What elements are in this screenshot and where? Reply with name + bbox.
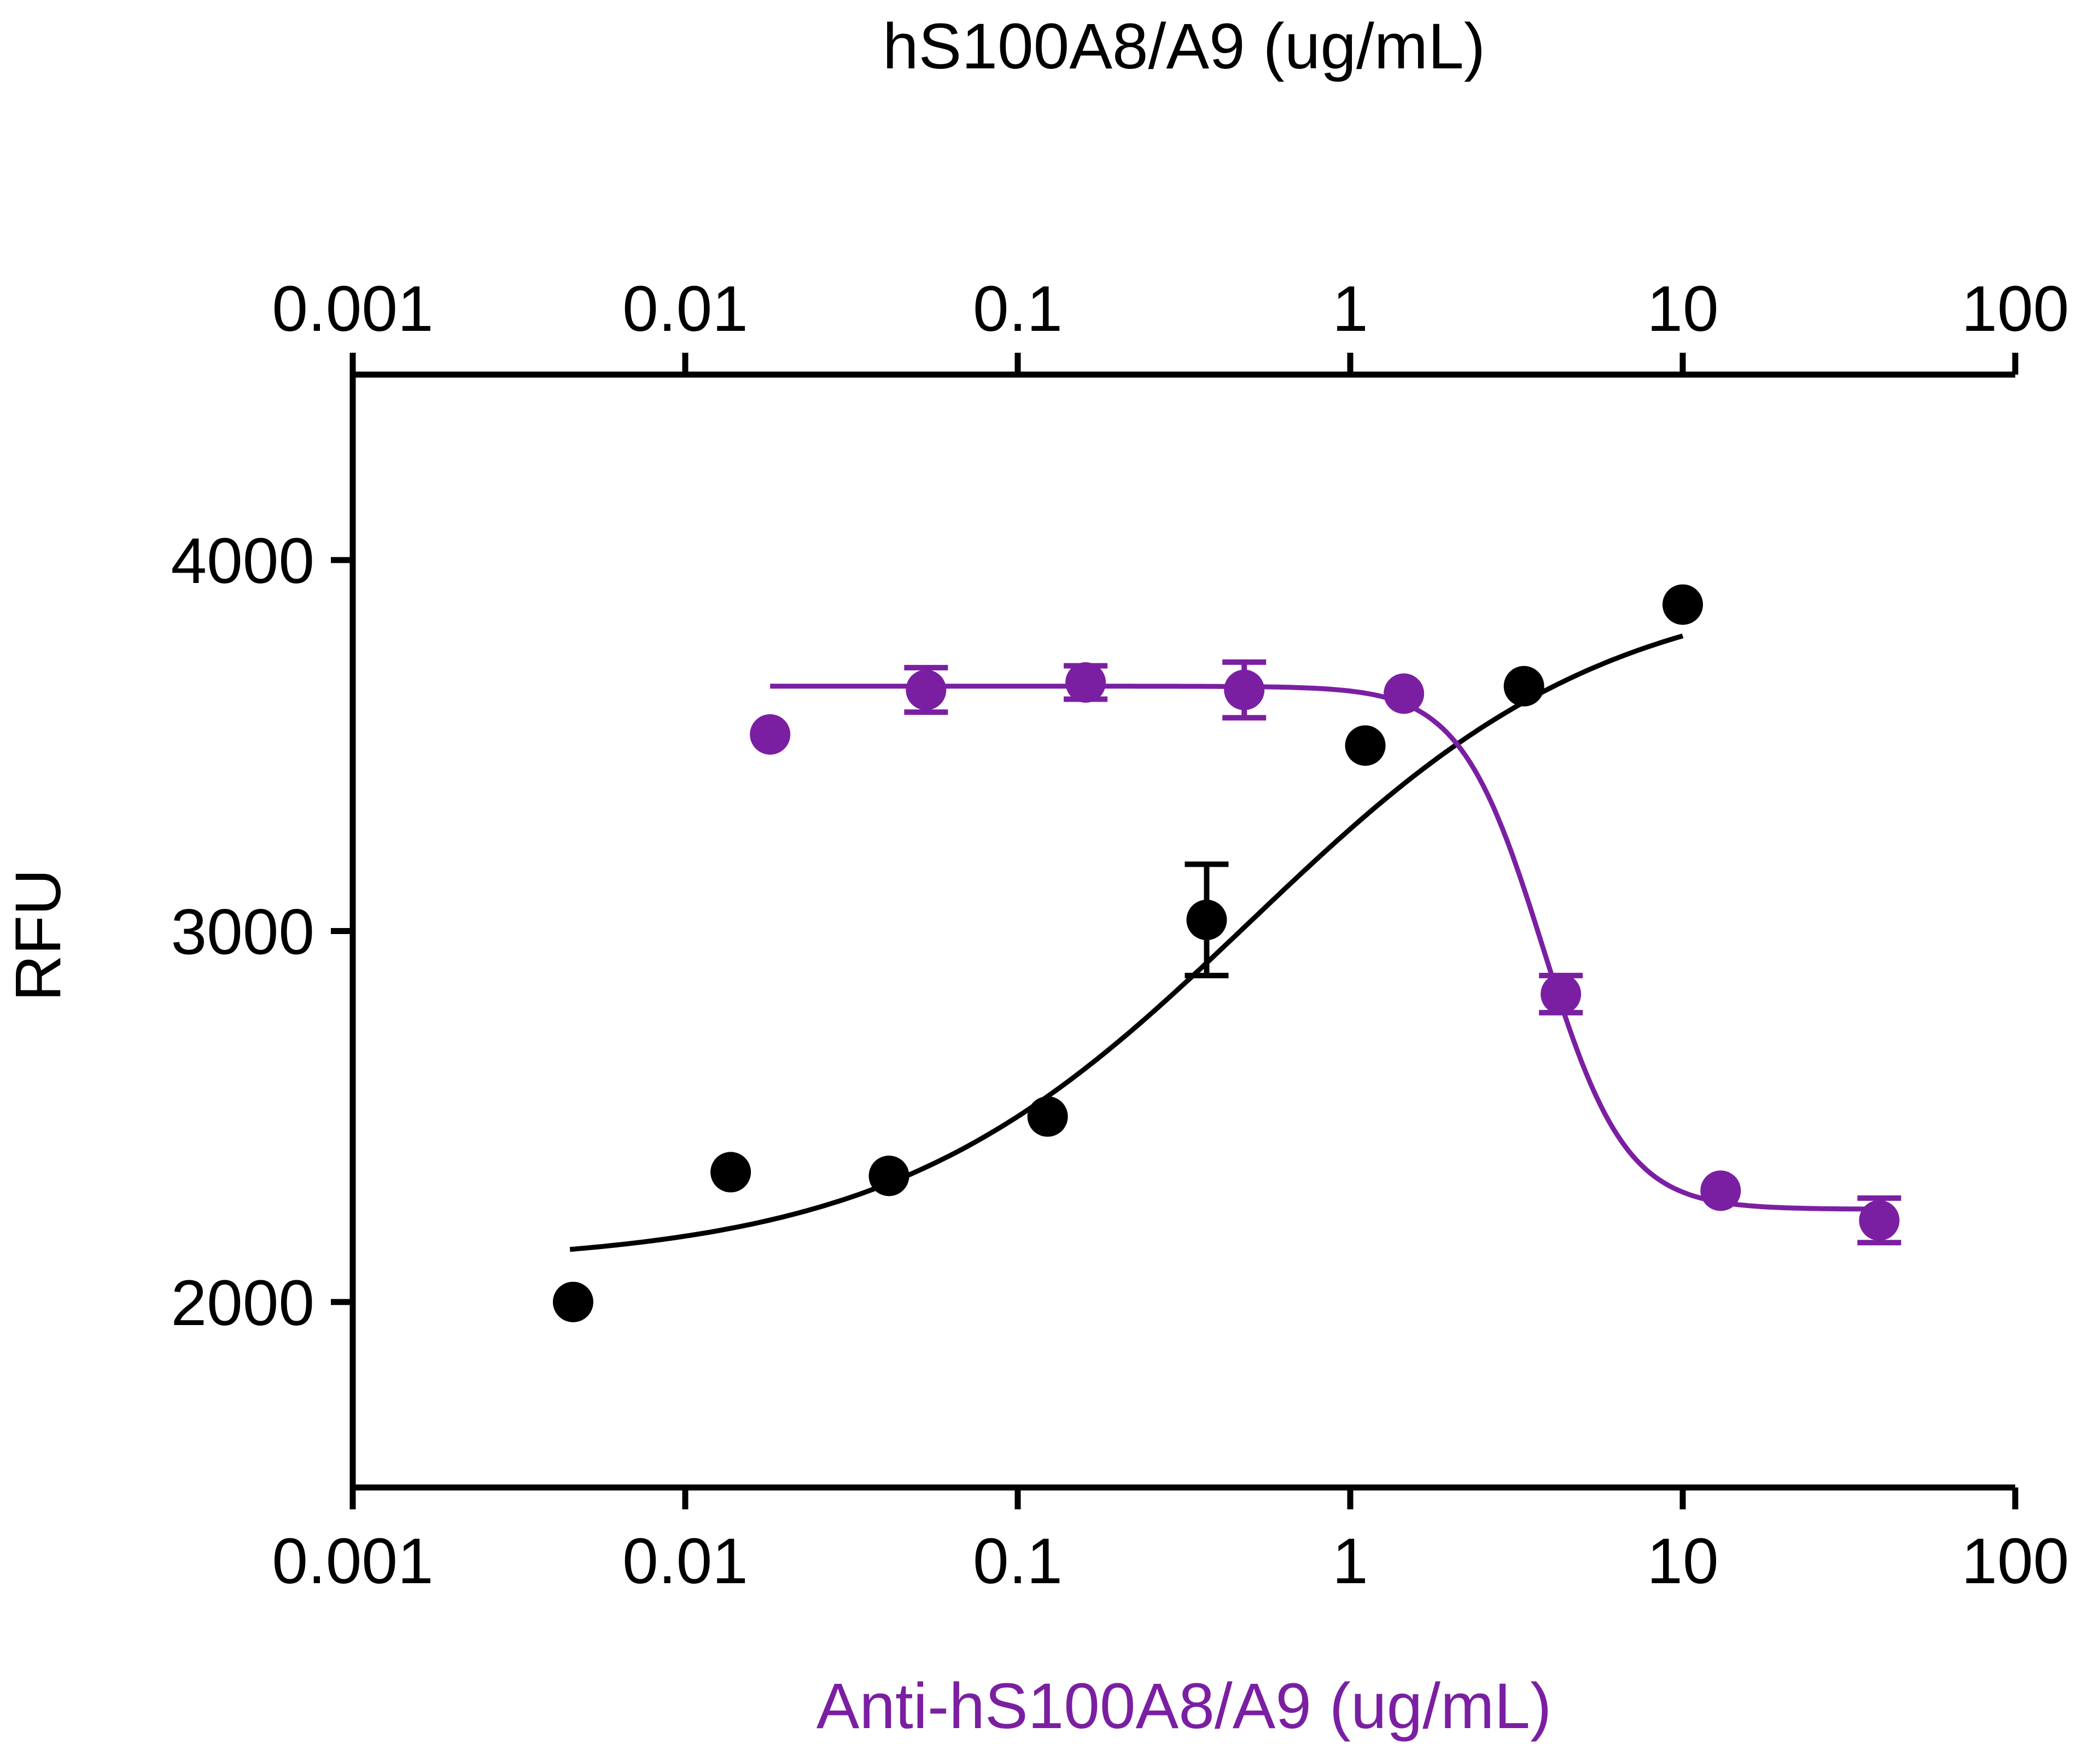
- data-point-series-2: [906, 669, 947, 710]
- bottom-x-axis-title: Anti-hS100A8/A9 (ug/mL): [816, 1670, 1552, 1742]
- bottom-x-tick-label: 0.001: [272, 1525, 433, 1597]
- top-x-axis-title: hS100A8/A9 (ug/mL): [883, 10, 1485, 83]
- data-points: [552, 584, 1901, 1322]
- data-point-series-2: [1541, 973, 1582, 1014]
- bottom-x-tick-label: 0.01: [622, 1525, 748, 1597]
- data-point-series-1: [552, 1281, 593, 1322]
- top-x-tick-label: 100: [1962, 273, 2069, 345]
- data-point-series-2: [750, 714, 791, 755]
- bottom-x-tick-label: 10: [1647, 1525, 1718, 1597]
- data-point-series-2: [1859, 1200, 1900, 1241]
- bottom-x-tick-label: 100: [1962, 1525, 2069, 1597]
- data-point-series-2: [1224, 669, 1265, 710]
- data-point-series-2: [1700, 1170, 1741, 1211]
- top-x-tick-label: 10: [1647, 273, 1718, 345]
- data-point-series-2: [1384, 673, 1425, 714]
- data-point-series-2: [1065, 662, 1106, 703]
- data-point-series-1: [1027, 1096, 1068, 1137]
- axes: 0.001 0.01 0.1 1 10 100 0.001 0.01 0.1 1 10 100 2000…: [171, 273, 2069, 1597]
- bottom-x-tick-label: 1: [1332, 1525, 1368, 1597]
- y-tick-label: 3000: [171, 896, 314, 968]
- bottom-x-tick-label: 0.1: [973, 1525, 1063, 1597]
- data-point-series-1: [1503, 666, 1544, 707]
- top-x-tick-label: 0.001: [272, 273, 433, 345]
- top-x-tick-label: 0.01: [622, 273, 748, 345]
- data-point-series-1: [710, 1152, 751, 1193]
- top-x-tick-label: 1: [1332, 273, 1368, 345]
- top-x-tick-label: 0.1: [973, 273, 1063, 345]
- data-point-series-1: [1345, 725, 1386, 766]
- y-tick-label: 4000: [171, 525, 314, 597]
- data-point-series-1: [1662, 584, 1703, 625]
- y-axis-title: RFU: [2, 869, 74, 1002]
- y-tick-label: 2000: [171, 1267, 314, 1339]
- data-point-series-1: [1186, 900, 1227, 941]
- data-point-series-1: [868, 1156, 909, 1197]
- fit-curve-series-1: [569, 633, 1684, 1252]
- fit-curves: [569, 633, 1883, 1252]
- fit-curve-series-2: [770, 684, 1883, 1212]
